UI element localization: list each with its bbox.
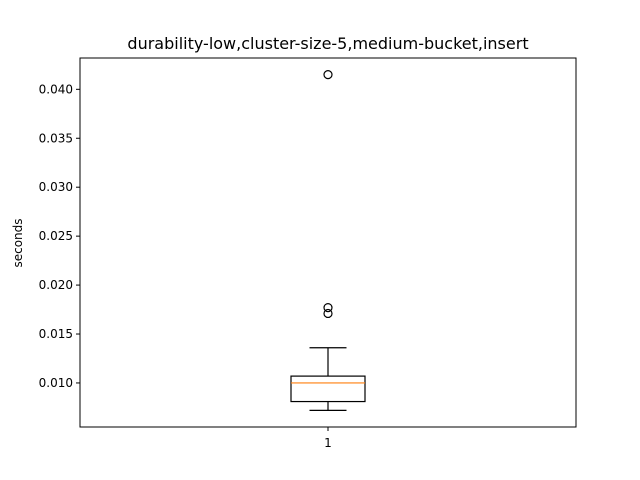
y-tick-label: 0.020 xyxy=(39,278,73,292)
y-tick-label: 0.030 xyxy=(39,180,73,194)
plot-marks xyxy=(290,70,366,411)
y-tick-label: 0.025 xyxy=(39,229,73,243)
outlier-point xyxy=(323,302,333,313)
x-axis: 1 xyxy=(324,427,332,450)
outlier-point xyxy=(323,70,333,80)
y-tick-label: 0.010 xyxy=(39,376,73,390)
outlier-point xyxy=(323,308,333,319)
y-tick-label: 0.035 xyxy=(39,131,73,145)
x-tick-label: 1 xyxy=(324,436,332,450)
y-axis: 0.010 0.015 0.020 0.025 0.030 0.035 0.040 xyxy=(39,82,80,390)
y-axis-label: seconds xyxy=(11,218,25,267)
iqr-box xyxy=(290,375,366,403)
chart-title: durability-low,cluster-size-5,medium-buc… xyxy=(127,34,528,53)
y-tick-label: 0.015 xyxy=(39,327,73,341)
y-tick-label: 0.040 xyxy=(39,82,73,96)
